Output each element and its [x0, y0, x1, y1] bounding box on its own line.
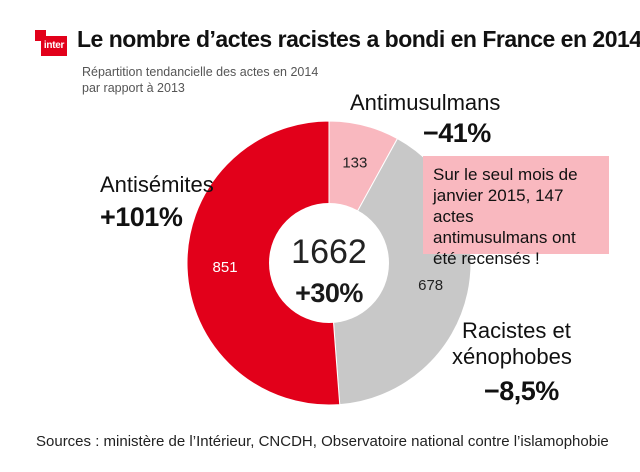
subtitle-line1: Répartition tendancielle des actes en 20…: [82, 65, 319, 79]
franceinter-logo: inter: [35, 30, 67, 56]
subtitle-line2: par rapport à 2013: [82, 81, 185, 95]
sources-note: Sources : ministère de l’Intérieur, CNCD…: [36, 433, 609, 450]
chart-title: Le nombre d’actes racistes a bondi en Fr…: [77, 26, 640, 52]
logo-text: inter: [41, 36, 67, 56]
antimusulmans-change: −41%: [423, 118, 491, 148]
callout-line1: Sur le seul mois de: [433, 165, 578, 184]
chart-subtitle: Répartition tendancielle des actes en 20…: [82, 64, 342, 96]
racistes-change: −8,5%: [484, 376, 559, 406]
slice-antisemites: [186, 120, 341, 406]
antimusulmans-label: Antimusulmans: [350, 90, 501, 115]
total-value: 1662: [291, 233, 367, 271]
donut-hole: [269, 203, 389, 323]
antisemites-change: +101%: [100, 202, 183, 232]
callout-line4: été recensés !: [433, 249, 540, 268]
antisemites-label: Antisémites: [100, 172, 214, 197]
total-change: +30%: [295, 278, 363, 308]
callout-line3: antimusulmans ont: [433, 228, 576, 247]
callout-line2: janvier 2015, 147 actes: [433, 186, 564, 226]
callout-box: Sur le seul mois de janvier 2015, 147 ac…: [423, 156, 609, 268]
logo-red-square: [35, 30, 46, 41]
racistes-label-line1: Racistes et: [462, 318, 571, 343]
slice-value-label: 851: [213, 259, 238, 276]
slice-value-label: 133: [342, 154, 367, 171]
racistes-label-line2: xénophobes: [452, 344, 572, 369]
slice-value-label: 678: [418, 277, 443, 294]
